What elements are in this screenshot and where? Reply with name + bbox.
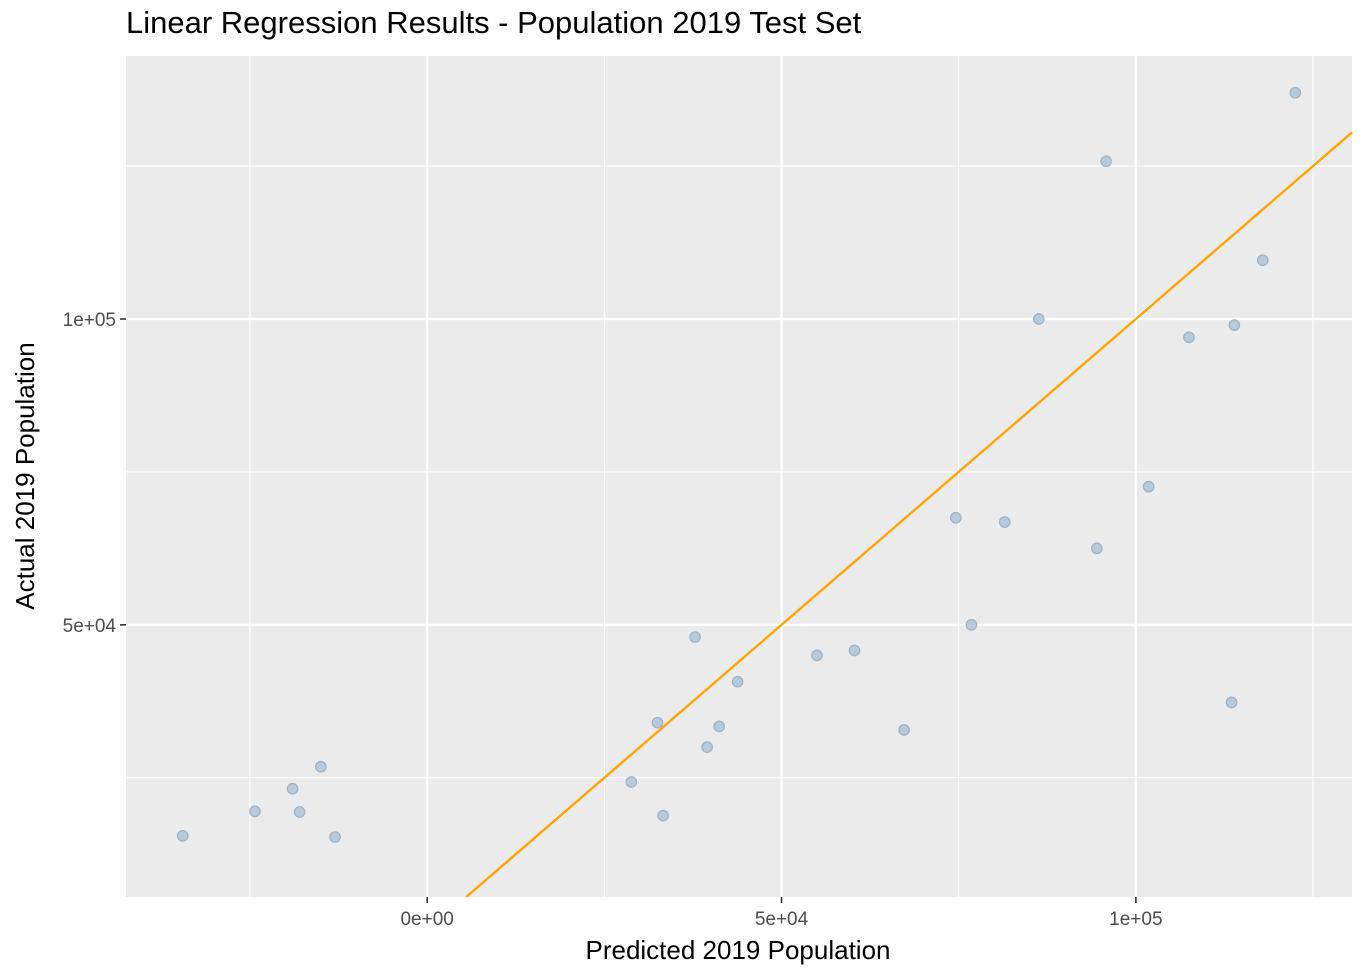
- major-grid-lines: [126, 56, 1352, 897]
- x-tick-label: 5e+04: [755, 909, 809, 930]
- y-tick-label: 5e+04: [63, 616, 117, 637]
- x-axis: 0e+00 5e+04 1e+05: [400, 897, 1163, 930]
- data-point: [1032, 313, 1045, 325]
- y-axis: 5e+04 1e+05: [63, 310, 126, 637]
- x-axis-title: Predicted 2019 Population: [585, 935, 890, 965]
- data-point: [950, 511, 962, 524]
- data-point: [249, 805, 261, 818]
- data-point: [176, 829, 189, 842]
- data-point: [1228, 319, 1241, 331]
- data-point: [811, 649, 823, 662]
- data-point: [848, 644, 861, 657]
- data-point: [998, 516, 1011, 528]
- x-tick-label: 0e+00: [400, 909, 453, 930]
- data-point: [286, 782, 299, 795]
- data-point: [1100, 155, 1112, 168]
- minor-grid-lines: [126, 56, 1352, 897]
- data-point: [1091, 542, 1103, 555]
- data-point: [1183, 331, 1195, 344]
- data-point: [965, 618, 978, 631]
- data-point: [689, 631, 701, 643]
- data-point: [651, 716, 664, 729]
- data-point: [731, 675, 744, 688]
- data-point: [1225, 696, 1238, 709]
- data-point: [898, 724, 910, 736]
- data-points: [176, 86, 1302, 843]
- chart-title: Linear Regression Results - Population 2…: [126, 5, 862, 40]
- data-point: [293, 806, 306, 818]
- data-point: [701, 741, 713, 753]
- data-point: [657, 809, 670, 822]
- x-tick-label: 1e+05: [1109, 909, 1162, 930]
- data-point: [1142, 480, 1155, 493]
- data-point: [315, 760, 327, 773]
- data-point: [329, 831, 341, 843]
- data-point: [625, 776, 638, 788]
- data-point: [713, 720, 726, 733]
- data-point: [1289, 86, 1302, 99]
- y-axis-title: Actual 2019 Population: [10, 342, 40, 609]
- plot-panel: [126, 56, 1352, 897]
- data-point: [1256, 254, 1269, 267]
- regression-fit-line: [465, 131, 1353, 898]
- y-tick-label: 1e+05: [63, 310, 116, 331]
